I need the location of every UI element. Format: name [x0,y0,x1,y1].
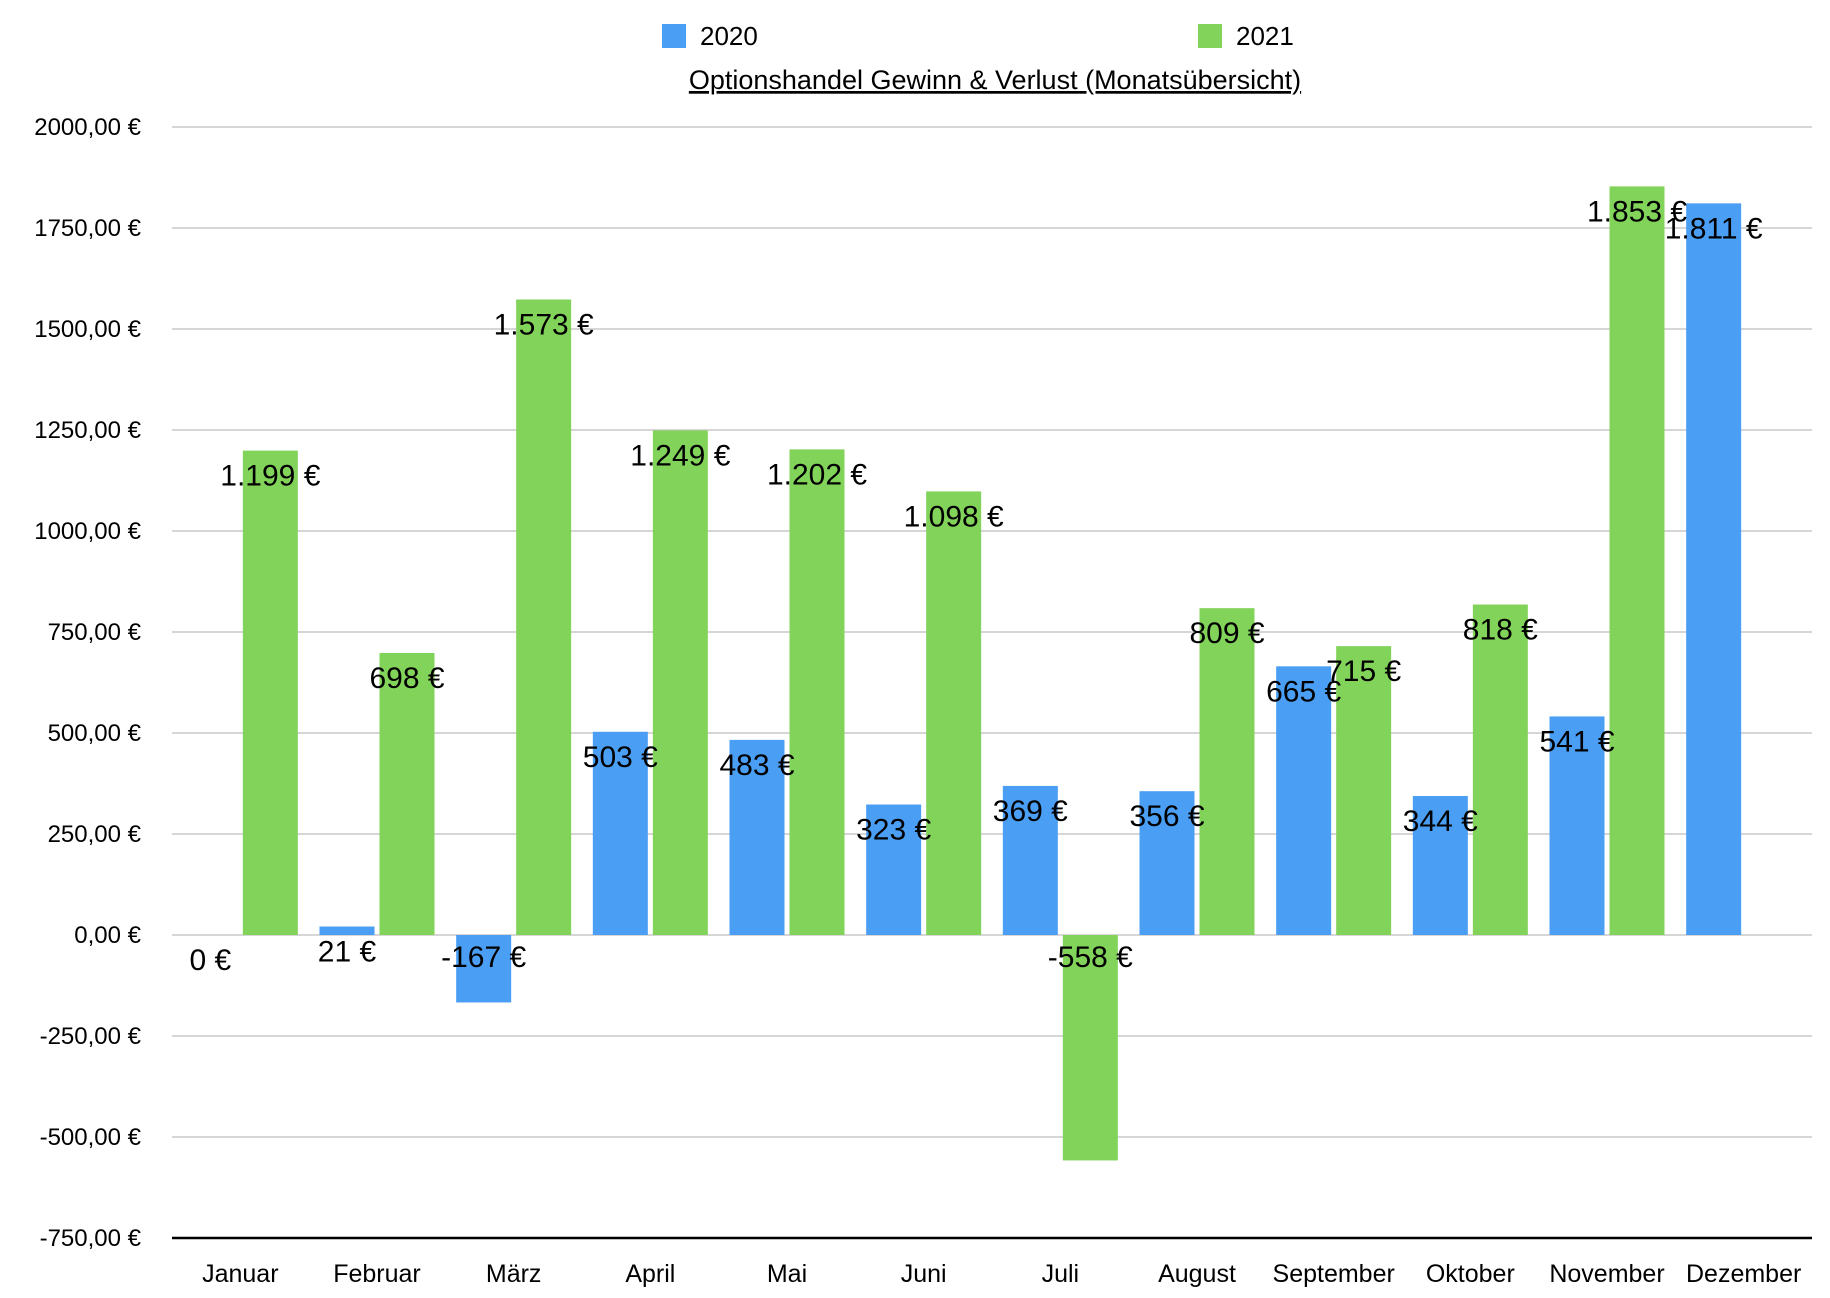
x-tick-label: März [486,1260,542,1288]
data-label-2020-juni: 323 € [856,814,931,847]
x-tick-label: April [625,1260,675,1288]
y-tick-label: -500,00 € [40,1124,142,1151]
bar-2020-juni [866,804,922,935]
data-label-2020-november: 541 € [1539,725,1614,758]
legend-label-2020: 2020 [700,21,758,51]
bar-2021-september [1336,646,1392,935]
y-tick-label: 250,00 € [48,821,142,848]
data-label-2021-juli: -558 € [1048,941,1133,974]
data-label-2020-märz: -167 € [441,941,526,974]
x-tick-label: Juli [1042,1260,1080,1288]
y-tick-label: 1750,00 € [34,215,141,242]
y-tick-label: 500,00 € [48,720,142,747]
data-label-2020-januar: 0 € [189,944,231,977]
legend: 2020 2021 [662,21,1294,51]
x-tick-label: Februar [333,1260,421,1288]
data-label-2021-mai: 1.202 € [767,458,867,491]
bar-2020-august [1139,791,1195,935]
data-label-2020-august: 356 € [1129,800,1204,833]
y-tick-label: 1500,00 € [34,316,141,343]
bar-2020-dezember [1686,203,1742,935]
data-label-2020-oktober: 344 € [1403,805,1478,838]
bar-2021-august [1199,608,1255,935]
data-label-2020-mai: 483 € [719,749,794,782]
bar-2020-september [1276,666,1332,935]
x-tick-label: August [1158,1260,1236,1288]
bar-2020-oktober [1412,796,1468,935]
data-label-2021-september: 715 € [1326,655,1401,688]
y-tick-label: 750,00 € [48,619,142,646]
bar-2021-märz [516,299,572,935]
data-label-2020-juli: 369 € [993,795,1068,828]
y-tick-label: -750,00 € [40,1225,142,1252]
data-label-2021-märz: 1.573 € [494,309,594,342]
y-axis-ticks: 2000,00 € 1750,00 € 1500,00 € 1250,00 € 1000… [34,114,141,1252]
legend-swatch-2021 [1198,24,1222,48]
x-tick-label: September [1273,1260,1395,1288]
bar-2020-april [592,731,648,935]
x-tick-label: Dezember [1686,1260,1801,1288]
bar-2021-mai [789,449,845,935]
data-label-2021-april: 1.249 € [630,439,730,472]
legend-label-2021: 2021 [1236,21,1294,51]
y-tick-label: 2000,00 € [34,114,141,141]
data-label-2021-august: 809 € [1189,617,1264,650]
x-tick-label: Juni [901,1260,947,1288]
bar-2020-mai [729,739,785,935]
data-label-2020-dezember: 1.811 € [1665,212,1763,245]
y-tick-label: 1250,00 € [34,417,141,444]
bar-2020-februar [319,926,375,935]
x-tick-label: November [1549,1260,1664,1288]
bar-2020-november [1549,716,1605,935]
bar-2021-november [1609,186,1665,935]
legend-swatch-2020 [662,24,686,48]
data-label-2021-februar: 698 € [369,662,444,695]
bar-2021-april [652,430,708,935]
data-labels: 0 € 1.199 € 21 € 698 € -167 € 1.573 € 503 € 1.2… [189,195,1762,977]
data-label-2020-september: 665 € [1266,675,1341,708]
data-label-2021-juni: 1.098 € [904,500,1004,533]
x-tick-label: Oktober [1426,1260,1515,1288]
y-tick-label: -250,00 € [40,1023,142,1050]
data-label-2021-oktober: 818 € [1463,614,1538,647]
y-tick-label: 1000,00 € [34,518,141,545]
y-tick-label: 0,00 € [74,922,141,949]
x-tick-label: Mai [767,1260,807,1288]
bar-2020-juli [1002,785,1058,935]
bar-2021-juni [926,491,982,935]
x-tick-label: Januar [202,1260,278,1288]
bars [242,186,1742,1161]
bar-2021-januar [242,450,298,935]
bar-2020-märz [456,935,512,1003]
data-label-2021-november: 1.853 € [1587,195,1687,228]
data-label-2020-februar: 21 € [318,936,377,969]
x-axis-ticks: Januar Februar März April Mai Juni Juli August S… [202,1260,1801,1288]
bar-2021-oktober [1472,604,1528,935]
data-label-2020-april: 503 € [583,741,658,774]
bar-2021-februar [379,653,435,935]
chart-title: Optionshandel Gewinn & Verlust (Monatsüb… [689,65,1301,95]
gridlines [172,126,1812,1240]
bar-2021-juli [1062,935,1118,1161]
data-label-2021-januar: 1.199 € [220,460,320,493]
